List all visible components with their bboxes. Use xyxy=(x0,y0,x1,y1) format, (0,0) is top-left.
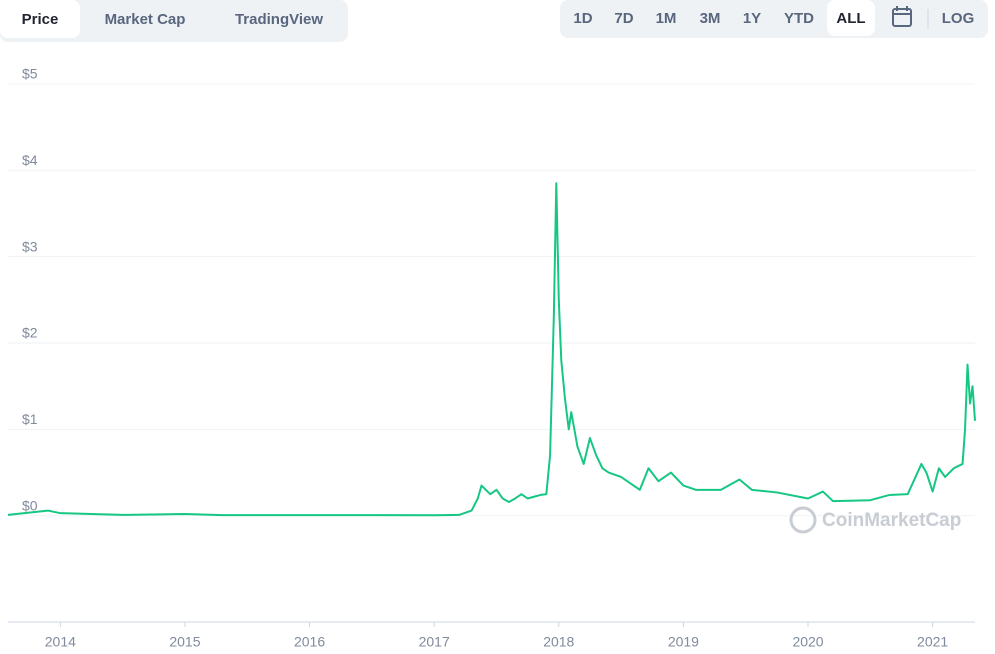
y-tick-label: $5 xyxy=(22,66,38,82)
y-tick-label: $2 xyxy=(22,325,38,341)
tab-bar xyxy=(0,0,348,42)
range-button[interactable]: LOG xyxy=(942,10,975,27)
tab-label: TradingView xyxy=(235,11,323,28)
tab-label: Price xyxy=(22,11,59,28)
x-tick-label: 2020 xyxy=(792,634,823,650)
range-button[interactable]: 7D xyxy=(614,10,633,27)
x-tick-label: 2018 xyxy=(543,634,574,650)
price-line xyxy=(7,182,976,517)
range-label: YTD xyxy=(784,10,814,27)
range-button[interactable]: 1Y xyxy=(743,10,761,27)
tab-label: Market Cap xyxy=(105,11,186,28)
tab-active-bg xyxy=(0,0,80,38)
range-button[interactable]: 3M xyxy=(700,10,721,27)
x-tick-label: 2017 xyxy=(419,634,450,650)
range-button[interactable]: ALL xyxy=(827,0,875,36)
x-tick-label: 2015 xyxy=(169,634,200,650)
y-tick-label: $4 xyxy=(22,152,38,168)
range-label: LOG xyxy=(942,10,975,27)
tab[interactable]: TradingView xyxy=(235,11,323,28)
range-label: 1M xyxy=(656,10,677,27)
calendar-icon xyxy=(892,8,912,27)
range-label: 3M xyxy=(700,10,721,27)
range-button[interactable]: YTD xyxy=(784,10,814,27)
range-label: 1Y xyxy=(743,10,761,27)
tab[interactable]: Price xyxy=(0,0,80,38)
range-label: 7D xyxy=(614,10,633,27)
watermark-text: CoinMarketCap xyxy=(822,510,961,531)
y-tick-label: $3 xyxy=(22,238,38,254)
range-label: 1D xyxy=(573,10,592,27)
y-tick-label: $0 xyxy=(22,497,38,513)
range-active-bg xyxy=(827,0,875,36)
watermark: CoinMarketCap xyxy=(789,506,961,534)
x-tick-label: 2021 xyxy=(917,634,948,650)
range-bar xyxy=(560,0,988,38)
x-tick-label: 2016 xyxy=(294,634,325,650)
watermark-logo xyxy=(789,506,817,534)
range-label: ALL xyxy=(836,10,865,27)
x-tick-label: 2019 xyxy=(668,634,699,650)
x-tick-label: 2014 xyxy=(45,634,76,650)
tab[interactable]: Market Cap xyxy=(105,11,186,28)
range-button[interactable]: 1M xyxy=(656,10,677,27)
calendar-button[interactable] xyxy=(892,6,912,27)
y-tick-label: $1 xyxy=(22,411,38,427)
range-button[interactable]: 1D xyxy=(573,10,592,27)
